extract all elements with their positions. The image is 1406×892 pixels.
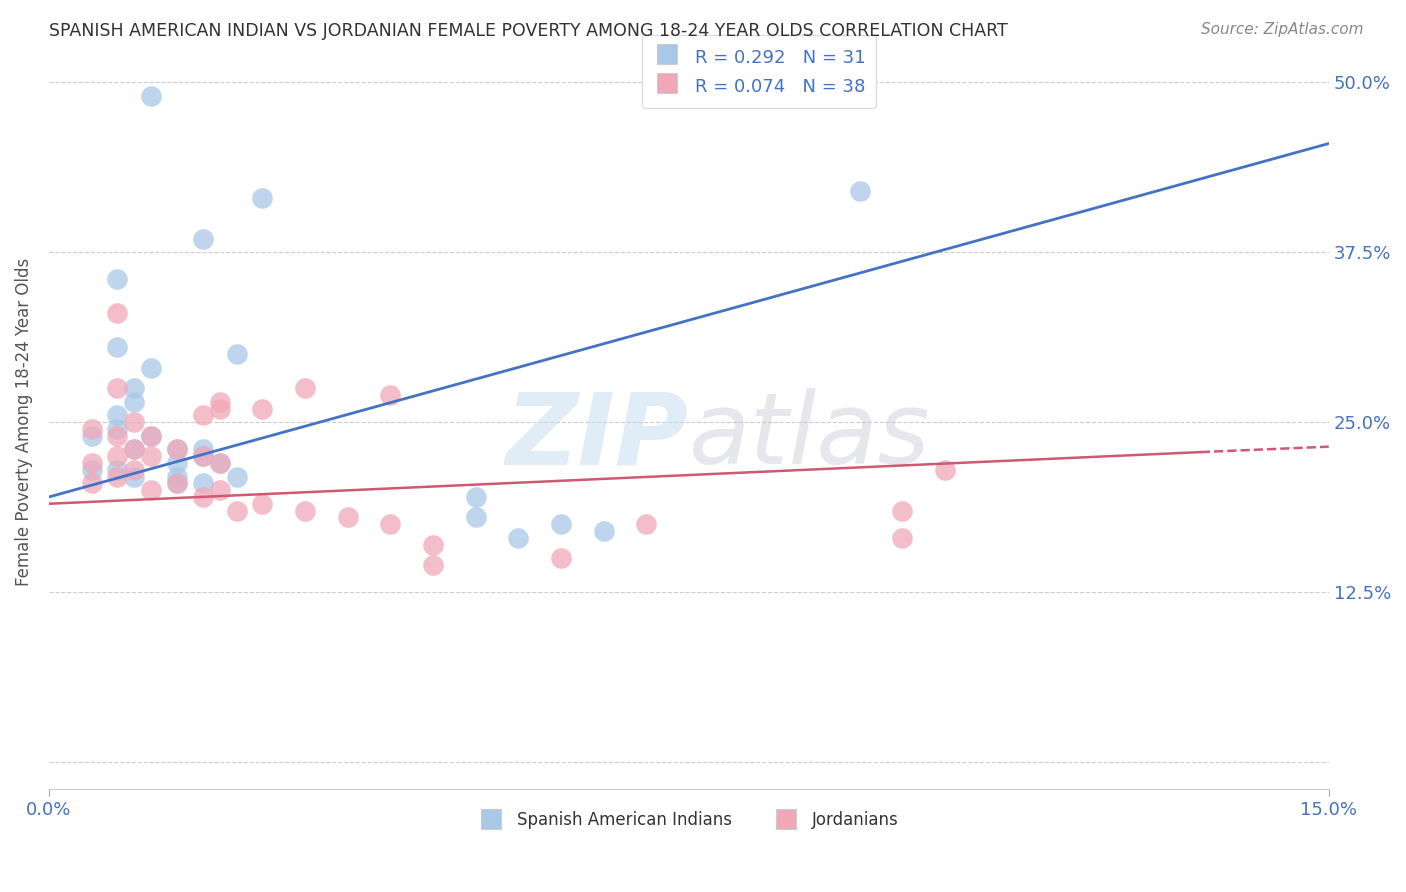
Point: [124, 442, 146, 457]
Point: [124, 442, 146, 457]
Point: [191, 232, 214, 246]
Point: [508, 531, 530, 545]
Point: [464, 490, 486, 504]
Point: [208, 394, 231, 409]
Point: [191, 476, 214, 491]
Point: [105, 381, 128, 395]
Point: [422, 537, 444, 551]
Point: [80, 429, 103, 443]
Legend: Spanish American Indians, Jordanians: Spanish American Indians, Jordanians: [472, 805, 905, 836]
Point: [191, 442, 214, 457]
Point: [80, 476, 103, 491]
Point: [592, 524, 614, 538]
Point: [208, 401, 231, 416]
Point: [191, 490, 214, 504]
Point: [208, 456, 231, 470]
Point: [225, 469, 247, 483]
Point: [934, 463, 956, 477]
Point: [848, 184, 870, 198]
Point: [166, 469, 188, 483]
Text: Source: ZipAtlas.com: Source: ZipAtlas.com: [1201, 22, 1364, 37]
Point: [105, 469, 128, 483]
Point: [80, 456, 103, 470]
Point: [141, 89, 163, 103]
Point: [105, 409, 128, 423]
Text: SPANISH AMERICAN INDIAN VS JORDANIAN FEMALE POVERTY AMONG 18-24 YEAR OLDS CORREL: SPANISH AMERICAN INDIAN VS JORDANIAN FEM…: [49, 22, 1008, 40]
Point: [252, 401, 274, 416]
Point: [124, 463, 146, 477]
Point: [294, 503, 316, 517]
Point: [166, 476, 188, 491]
Point: [80, 422, 103, 436]
Point: [124, 394, 146, 409]
Point: [422, 558, 444, 572]
Point: [124, 415, 146, 429]
Point: [141, 483, 163, 497]
Point: [124, 381, 146, 395]
Point: [550, 517, 572, 532]
Point: [208, 483, 231, 497]
Point: [105, 422, 128, 436]
Point: [252, 191, 274, 205]
Point: [141, 429, 163, 443]
Point: [105, 340, 128, 354]
Point: [636, 517, 658, 532]
Point: [166, 456, 188, 470]
Point: [141, 360, 163, 375]
Point: [105, 463, 128, 477]
Point: [380, 388, 402, 402]
Point: [141, 449, 163, 463]
Point: [225, 347, 247, 361]
Y-axis label: Female Poverty Among 18-24 Year Olds: Female Poverty Among 18-24 Year Olds: [15, 258, 32, 586]
Point: [80, 463, 103, 477]
Point: [550, 551, 572, 566]
Point: [252, 497, 274, 511]
Point: [208, 456, 231, 470]
Point: [191, 449, 214, 463]
Point: [166, 442, 188, 457]
Point: [105, 449, 128, 463]
Point: [336, 510, 359, 524]
Point: [294, 381, 316, 395]
Point: [191, 409, 214, 423]
Point: [105, 306, 128, 320]
Text: atlas: atlas: [689, 388, 931, 485]
Point: [380, 517, 402, 532]
Point: [891, 503, 914, 517]
Point: [464, 510, 486, 524]
Point: [124, 469, 146, 483]
Point: [225, 503, 247, 517]
Point: [105, 429, 128, 443]
Point: [891, 531, 914, 545]
Point: [141, 429, 163, 443]
Point: [166, 476, 188, 491]
Text: ZIP: ZIP: [506, 388, 689, 485]
Point: [166, 442, 188, 457]
Point: [105, 272, 128, 286]
Point: [191, 449, 214, 463]
